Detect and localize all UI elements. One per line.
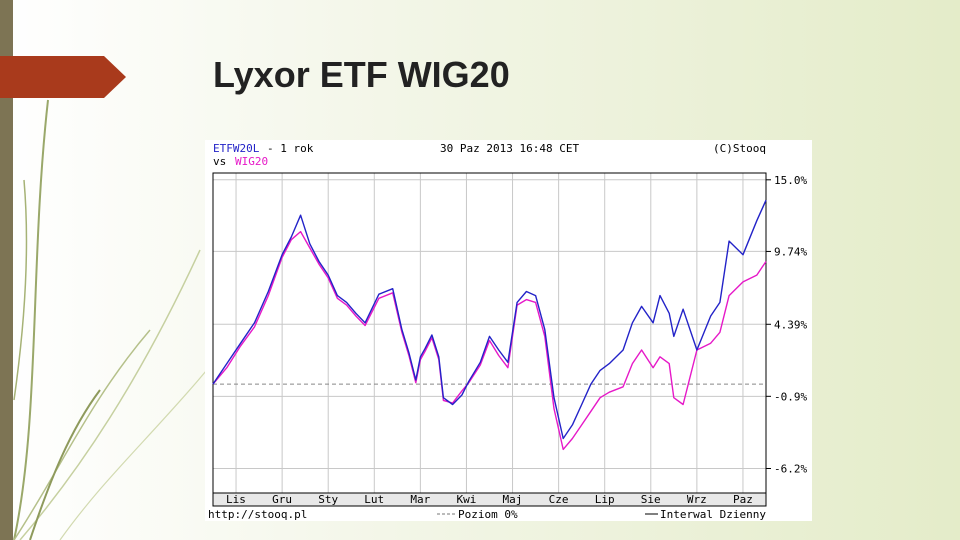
series-line-wig20 [212, 230, 767, 451]
interval-legend: Interwal Dzienny [660, 508, 766, 521]
chart-ticker: ETFW20L [213, 142, 260, 155]
x-tick-label: Wrz [687, 493, 707, 506]
x-tick-label: Cze [549, 493, 569, 506]
chart-period: - 1 rok [267, 142, 314, 155]
chart-series [212, 199, 767, 451]
x-tick-label: Paz [733, 493, 753, 506]
y-tick-label: -6.2% [774, 462, 807, 475]
x-tick-label: Sty [318, 493, 338, 506]
x-tick-label: Lis [226, 493, 246, 506]
chart-datetime: 30 Paz 2013 16:48 CET [440, 142, 579, 155]
plot-frame [212, 172, 767, 494]
chart-grid [213, 173, 766, 493]
y-tick-label: 15.0% [774, 174, 807, 187]
slide-title: Lyxor ETF WIG20 [213, 54, 510, 95]
x-tick-label: Sie [641, 493, 661, 506]
chart-svg: ETFW20L - 1 rok vs WIG20 30 Paz 2013 16:… [208, 142, 807, 521]
y-axis-ticks: 15.0% 9.74% 4.39% -0.9% -6.2% [766, 174, 807, 475]
decorative-stems [13, 99, 241, 540]
title-arrow-accent [0, 56, 126, 98]
chart-vs-label: vs [213, 155, 226, 168]
left-accent-bar [0, 0, 13, 540]
chart-url: http://stooq.pl [208, 508, 307, 521]
x-tick-label: Kwi [456, 493, 476, 506]
level-legend: Poziom 0% [458, 508, 518, 521]
x-axis-ticks: Lis Gru Sty Lut Mar Kwi Maj Cze Lip Sie Wrz Paz [226, 493, 753, 506]
y-tick-label: 9.74% [774, 245, 807, 258]
x-tick-label: Maj [503, 493, 523, 506]
x-tick-label: Gru [272, 493, 292, 506]
chart-copyright: (C)Stooq [713, 142, 766, 155]
chart-compare-ticker: WIG20 [235, 155, 268, 168]
y-tick-label: 4.39% [774, 318, 807, 331]
x-tick-label: Mar [410, 493, 430, 506]
series-line-etfw20l [212, 199, 767, 440]
x-axis-band [212, 492, 767, 507]
x-tick-label: Lip [595, 493, 615, 506]
x-tick-label: Lut [364, 493, 384, 506]
y-tick-label: -0.9% [774, 390, 807, 403]
stock-chart: ETFW20L - 1 rok vs WIG20 30 Paz 2013 16:… [205, 140, 812, 521]
